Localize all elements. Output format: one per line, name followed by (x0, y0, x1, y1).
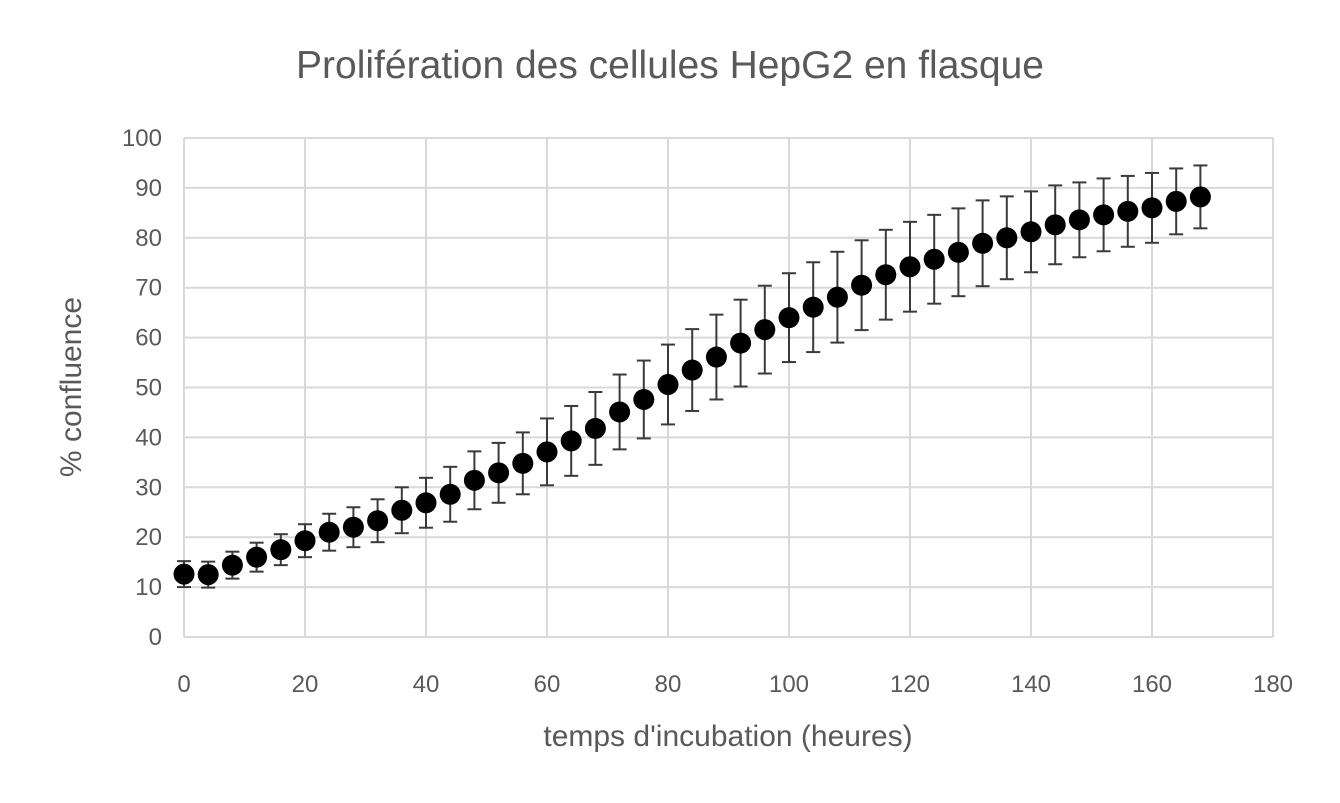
data-point (246, 546, 268, 568)
y-tick-label: 50 (135, 375, 162, 402)
x-tick-label: 0 (177, 671, 190, 698)
x-tick-label: 80 (655, 671, 682, 698)
data-point (584, 417, 606, 439)
data-point (851, 274, 873, 296)
data-point (972, 232, 994, 254)
y-tick-label: 40 (135, 424, 162, 451)
data-point (730, 332, 752, 354)
data-point (294, 530, 316, 552)
x-tick-label: 120 (890, 671, 930, 698)
y-axis-title: % confluence (55, 297, 88, 477)
y-tick-label: 0 (149, 624, 162, 651)
data-point (270, 539, 292, 561)
y-tick-label: 30 (135, 474, 162, 501)
x-axis-title: temps d'incubation (heures) (543, 720, 912, 753)
y-tick-label: 100 (122, 125, 162, 152)
data-point (1093, 204, 1115, 226)
x-tick-label: 60 (534, 671, 561, 698)
data-point (705, 346, 727, 368)
data-point (899, 256, 921, 278)
data-point (415, 492, 437, 514)
data-point (488, 462, 510, 484)
data-point (1020, 221, 1042, 243)
data-point (1165, 190, 1187, 212)
y-tick-label: 70 (135, 275, 162, 302)
y-tick-label: 90 (135, 175, 162, 202)
data-points (173, 186, 1211, 586)
data-point (391, 499, 413, 521)
y-tick-label: 20 (135, 524, 162, 551)
data-point (947, 241, 969, 263)
data-point (536, 441, 558, 463)
data-point (463, 469, 485, 491)
data-point (1117, 200, 1139, 222)
data-point (1189, 186, 1211, 208)
data-point (996, 227, 1018, 249)
data-point (754, 319, 776, 341)
data-point (342, 516, 364, 538)
data-point (1141, 197, 1163, 219)
gridlines (183, 137, 1274, 638)
data-point (367, 510, 389, 532)
chart-title: Prolifération des cellules HepG2 en flas… (296, 44, 1044, 87)
y-tick-label: 80 (135, 225, 162, 252)
data-point (633, 388, 655, 410)
x-tick-label: 140 (1011, 671, 1051, 698)
x-tick-label: 100 (769, 671, 809, 698)
y-tick-label: 10 (135, 574, 162, 601)
data-point (923, 248, 945, 270)
data-point (512, 452, 534, 474)
tick-labels: 0 10 20 30 40 50 60 70 80 90 100 0 20 40 60 80 100 120 140… (122, 125, 1293, 698)
y-tick-label: 60 (135, 325, 162, 352)
data-point (802, 296, 824, 318)
data-point (1044, 214, 1066, 236)
x-tick-label: 40 (413, 671, 440, 698)
data-point (439, 483, 461, 505)
x-tick-label: 180 (1253, 671, 1293, 698)
data-point (1068, 209, 1090, 231)
data-point (197, 564, 219, 586)
data-point (560, 430, 582, 452)
data-point (657, 374, 679, 396)
data-point (173, 563, 195, 585)
data-point (826, 286, 848, 308)
data-point (318, 521, 340, 543)
x-tick-label: 160 (1132, 671, 1172, 698)
data-point (221, 554, 243, 576)
data-point (778, 307, 800, 329)
data-point (681, 359, 703, 381)
data-point (609, 401, 631, 423)
data-point (875, 264, 897, 286)
x-tick-label: 20 (292, 671, 319, 698)
